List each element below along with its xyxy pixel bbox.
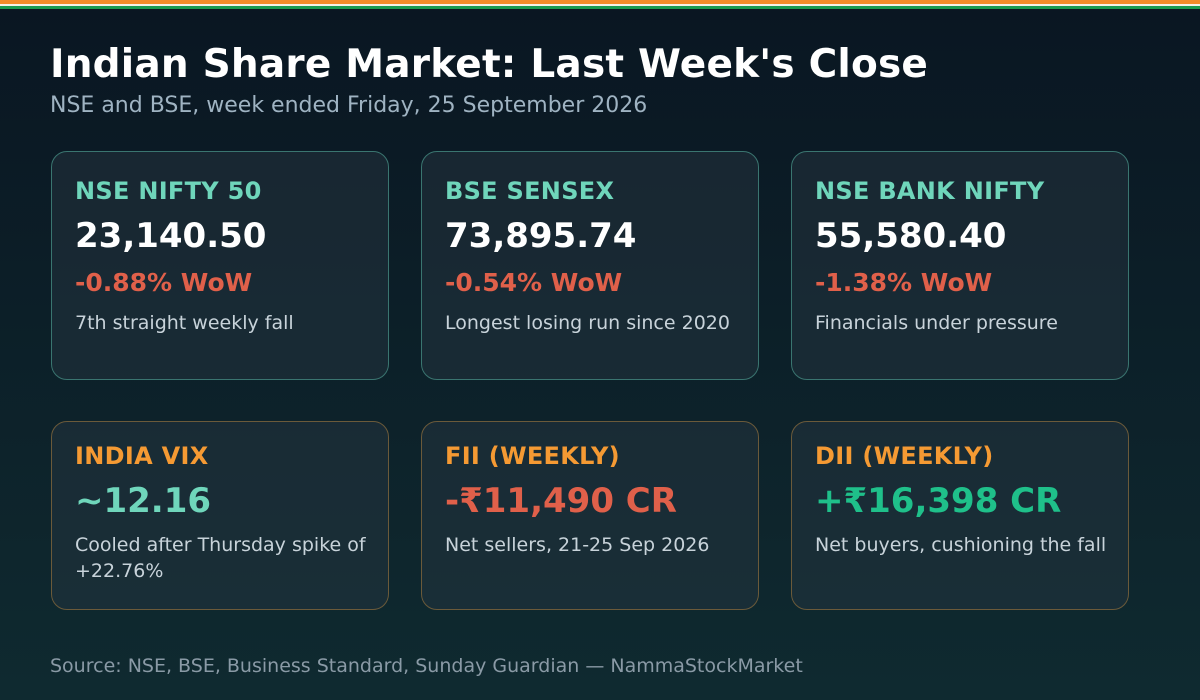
card-value: -₹11,490 CR — [445, 481, 677, 521]
card-label: BSE SENSEX — [445, 177, 615, 205]
card-label: INDIA VIX — [75, 442, 209, 470]
card-note: Longest losing run since 2020 — [445, 312, 730, 334]
card-dii-weekly: DII (WEEKLY) +₹16,398 CR Net buyers, cus… — [791, 421, 1129, 610]
card-note: Financials under pressure — [815, 312, 1058, 334]
card-value: 73,895.74 — [445, 216, 637, 256]
card-change: -0.54% WoW — [445, 268, 623, 297]
card-nifty-50: NSE NIFTY 50 23,140.50 -0.88% WoW 7th st… — [51, 151, 389, 380]
card-india-vix: INDIA VIX ~12.16 Cooled after Thursday s… — [51, 421, 389, 610]
card-label: FII (WEEKLY) — [445, 442, 620, 470]
stripe-saffron — [0, 0, 1200, 4]
card-note: 7th straight weekly fall — [75, 312, 294, 334]
card-label: NSE BANK NIFTY — [815, 177, 1045, 205]
card-change: -0.88% WoW — [75, 268, 253, 297]
card-change: -1.38% WoW — [815, 268, 993, 297]
source-footer: Source: NSE, BSE, Business Standard, Sun… — [50, 655, 803, 677]
card-fii-weekly: FII (WEEKLY) -₹11,490 CR Net sellers, 21… — [421, 421, 759, 610]
page-subtitle: NSE and BSE, week ended Friday, 25 Septe… — [50, 93, 648, 118]
card-value: +₹16,398 CR — [815, 481, 1062, 521]
card-sensex: BSE SENSEX 73,895.74 -0.54% WoW Longest … — [421, 151, 759, 380]
card-note: Net sellers, 21-25 Sep 2026 — [445, 534, 710, 556]
page-title: Indian Share Market: Last Week's Close — [50, 42, 929, 87]
tricolor-stripe — [0, 0, 1200, 10]
card-bank-nifty: NSE BANK NIFTY 55,580.40 -1.38% WoW Fina… — [791, 151, 1129, 380]
card-value: ~12.16 — [75, 481, 212, 521]
stripe-white — [0, 4, 1200, 6]
card-label: NSE NIFTY 50 — [75, 177, 262, 205]
card-note: Cooled after Thursday spike of +22.76% — [75, 534, 366, 582]
card-value: 55,580.40 — [815, 216, 1007, 256]
card-label: DII (WEEKLY) — [815, 442, 994, 470]
stripe-green — [0, 6, 1200, 9]
card-value: 23,140.50 — [75, 216, 267, 256]
card-note: Net buyers, cushioning the fall — [815, 534, 1107, 556]
